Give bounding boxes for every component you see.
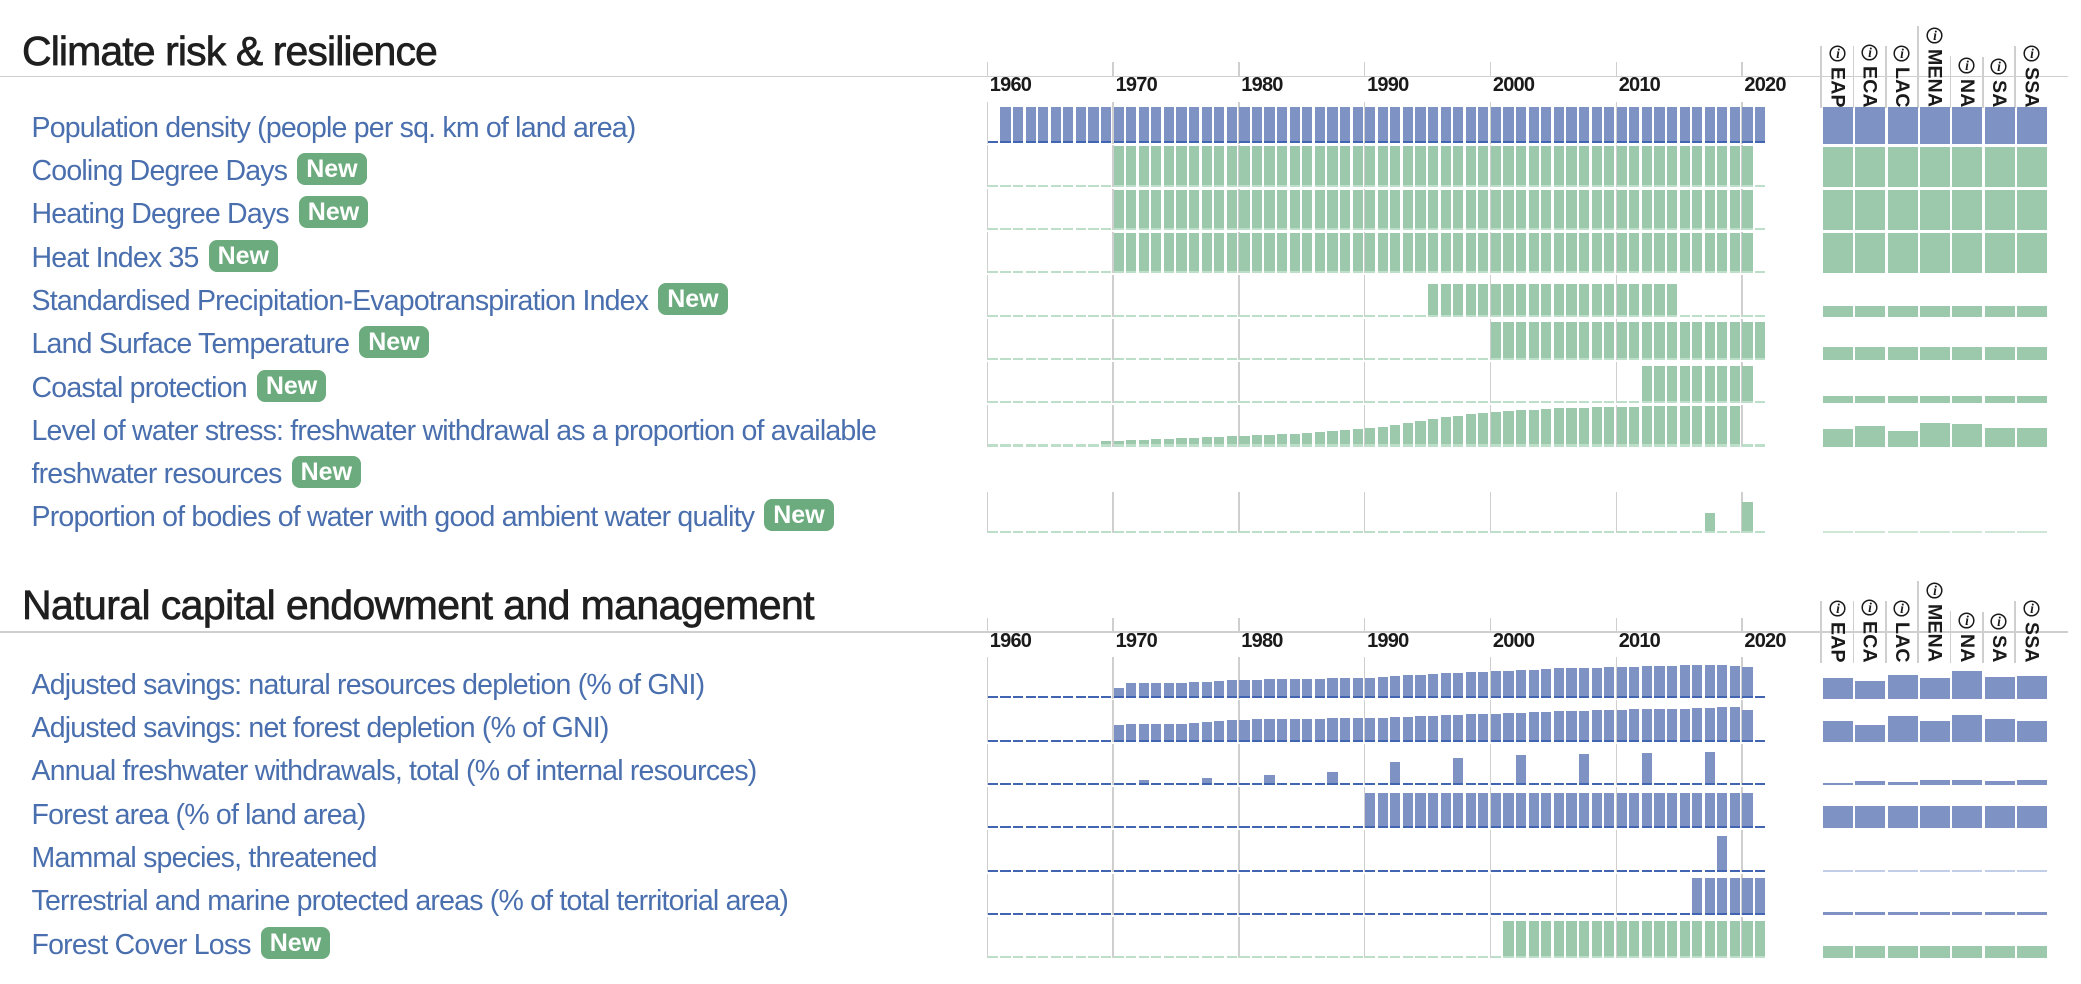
- svg-text:i: i: [2030, 601, 2034, 616]
- svg-text:i: i: [2030, 46, 2034, 61]
- svg-text:i: i: [1868, 600, 1872, 615]
- svg-text:i: i: [1836, 46, 1840, 61]
- svg-text:i: i: [1900, 46, 1904, 61]
- svg-text:i: i: [1900, 601, 1904, 616]
- svg-text:i: i: [1998, 59, 2002, 74]
- svg-text:i: i: [1965, 58, 1969, 73]
- svg-text:i: i: [1933, 28, 1937, 43]
- svg-text:i: i: [1933, 583, 1937, 598]
- svg-text:i: i: [1998, 614, 2002, 629]
- svg-text:i: i: [1965, 613, 1969, 628]
- svg-text:i: i: [1836, 601, 1840, 616]
- svg-text:i: i: [1868, 45, 1872, 60]
